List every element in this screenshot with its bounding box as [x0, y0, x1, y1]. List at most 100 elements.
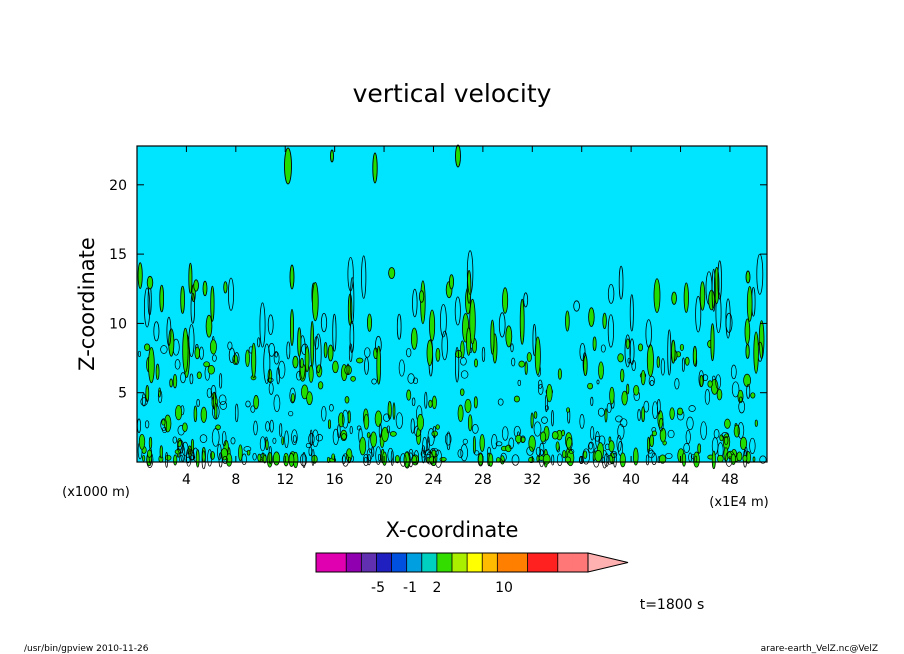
- contour-blob: [479, 434, 485, 452]
- contour-blob: [206, 387, 213, 399]
- contour-blob: [172, 436, 178, 444]
- contour-blob: [624, 334, 631, 368]
- contour-blob: [640, 369, 646, 386]
- contour-blob: [153, 321, 160, 342]
- contour-blob: [399, 453, 407, 467]
- contour-blob: [724, 418, 731, 429]
- contour-blob: [323, 342, 328, 359]
- contour-blob: [683, 443, 690, 453]
- contour-blob: [590, 426, 595, 441]
- colorbar-segment: [557, 553, 574, 572]
- contour-blob: [660, 358, 666, 376]
- contour-blob: [606, 454, 614, 465]
- contour-blob: [196, 398, 200, 407]
- contour-blob: [309, 429, 313, 447]
- contour-blob: [651, 430, 657, 437]
- contour-blob: [155, 363, 160, 380]
- contour-blob: [203, 361, 210, 368]
- contour-blob: [579, 414, 585, 429]
- contour-blob: [528, 435, 536, 452]
- contour-blob: [396, 313, 402, 340]
- contour-blob: [356, 357, 364, 364]
- contour-blob: [648, 375, 655, 387]
- contour-blob: [246, 449, 251, 456]
- contour-blob: [222, 456, 228, 464]
- contour-blob: [329, 404, 334, 412]
- contour-blob: [177, 439, 184, 454]
- contour-blob: [730, 453, 736, 465]
- contour-blob: [157, 390, 163, 404]
- contour-blob: [532, 323, 537, 356]
- contour-blob: [199, 346, 204, 360]
- contour-blob: [557, 368, 562, 380]
- contour-blob: [606, 402, 612, 414]
- colorbar-segment: [572, 553, 589, 572]
- contour-blob: [228, 347, 235, 364]
- contour-blob: [172, 374, 178, 389]
- contour-blob: [446, 431, 451, 451]
- contour-blob: [160, 418, 168, 431]
- contour-blob: [534, 336, 541, 376]
- contour-blob: [253, 420, 258, 436]
- contour-blob: [731, 381, 740, 398]
- contour-blob: [542, 453, 551, 465]
- contour-blob: [685, 429, 691, 445]
- contour-blob: [697, 443, 702, 454]
- contour-blob: [330, 149, 334, 163]
- contour-blob: [686, 416, 694, 431]
- contour-blob: [653, 278, 661, 313]
- contour-blob: [252, 452, 257, 461]
- contour-blob: [412, 288, 418, 318]
- contour-blob: [310, 320, 315, 368]
- x-tick-label: 16: [326, 472, 344, 488]
- contour-blob: [230, 437, 236, 445]
- contour-blob: [366, 432, 371, 439]
- contour-blob: [621, 390, 628, 406]
- contour-blob: [221, 430, 227, 447]
- contour-blob: [359, 436, 367, 456]
- contour-blob: [684, 356, 690, 366]
- contour-blob: [273, 394, 281, 413]
- contour-blob: [268, 446, 272, 465]
- contour-blob: [466, 250, 474, 295]
- contour-blob: [426, 339, 433, 366]
- y-tick-label: 5: [118, 386, 127, 402]
- contour-blob: [562, 449, 567, 459]
- contour-blob: [539, 442, 545, 456]
- contour-blob: [725, 298, 731, 339]
- contour-blob: [311, 448, 315, 466]
- colorbar-segment: [527, 553, 544, 572]
- contour-blob: [427, 436, 430, 451]
- contour-blob: [159, 445, 163, 459]
- contour-blob: [257, 337, 261, 348]
- contour-blob: [556, 453, 563, 466]
- contour-blob: [193, 279, 199, 292]
- contour-blob: [466, 327, 472, 356]
- contour-blob: [394, 454, 400, 464]
- contour-blob: [619, 418, 628, 428]
- contour-blob: [321, 405, 327, 422]
- colorbar-segment: [346, 553, 362, 572]
- contour-blob: [344, 365, 352, 375]
- contour-blob: [671, 291, 677, 305]
- y-tick-label: 20: [109, 178, 127, 194]
- colorbar-tick-label: -5: [371, 580, 385, 596]
- contour-blob: [656, 356, 660, 369]
- contour-blob: [137, 262, 143, 289]
- contour-blob: [374, 410, 383, 427]
- contour-blob: [297, 327, 302, 357]
- contour-blob: [193, 405, 198, 423]
- x-tick-label: 24: [425, 472, 443, 488]
- colorbar-extend: [587, 552, 629, 573]
- contour-blob: [637, 343, 644, 352]
- contour-blob: [669, 407, 675, 420]
- contour-blob: [464, 398, 472, 413]
- contour-blob: [744, 318, 751, 345]
- contour-blob: [389, 431, 397, 437]
- contour-blob: [500, 452, 507, 462]
- contour-blob: [617, 423, 625, 440]
- colorbar-segment: [331, 553, 347, 572]
- contour-blob: [272, 437, 277, 444]
- contour-blob: [471, 424, 479, 434]
